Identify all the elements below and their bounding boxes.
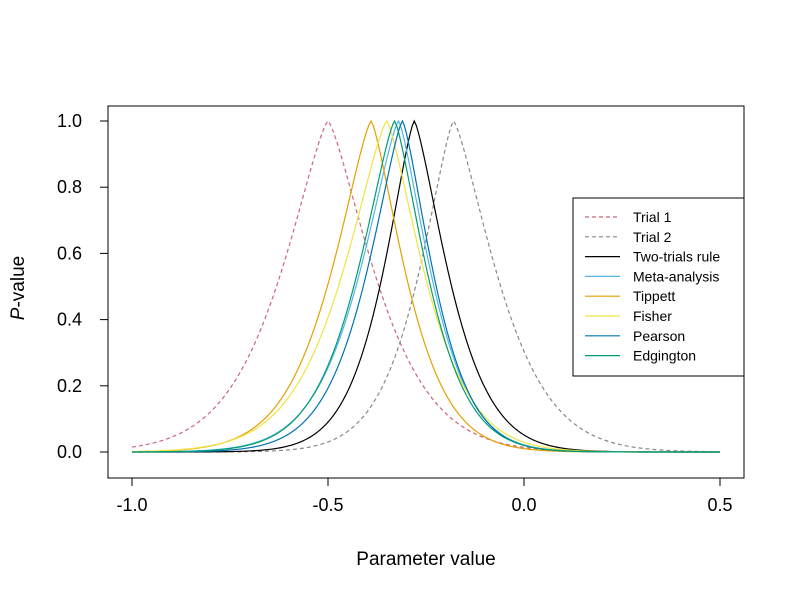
series-line-edgington bbox=[131, 119, 720, 453]
x-axis-title: Parameter value bbox=[356, 549, 495, 570]
legend-box bbox=[572, 197, 745, 377]
series-layer bbox=[131, 119, 721, 453]
y-axis-title-italic: P bbox=[8, 307, 29, 320]
y-tick-label: 1.0 bbox=[57, 111, 82, 131]
y-tick-label: 0.8 bbox=[57, 177, 82, 197]
legend-label: Tippett bbox=[633, 288, 675, 304]
legend-label: Trial 1 bbox=[633, 209, 672, 225]
legend-label: Edgington bbox=[633, 348, 696, 364]
legend-label: Pearson bbox=[633, 328, 685, 344]
y-axis-title: P-value bbox=[8, 256, 29, 320]
x-axis: -1.0 -0.5 0.0 0.5 bbox=[116, 477, 733, 515]
legend-label: Trial 2 bbox=[633, 229, 672, 245]
legend: Trial 1 Trial 2 Two-trials rule Meta-analys… bbox=[572, 197, 745, 377]
y-axis-title-rest: -value bbox=[8, 256, 29, 308]
y-tick-label: 0.4 bbox=[57, 310, 82, 330]
y-axis: 0.0 0.2 0.4 0.6 0.8 1.0 bbox=[57, 111, 109, 462]
legend-label: Two-trials rule bbox=[633, 249, 720, 265]
y-tick-label: 0.0 bbox=[57, 442, 82, 462]
x-tick-label: -0.5 bbox=[312, 495, 343, 515]
y-tick-label: 0.6 bbox=[57, 243, 82, 263]
y-tick-label: 0.2 bbox=[57, 376, 82, 396]
legend-label: Meta-analysis bbox=[633, 268, 719, 284]
x-tick-label: 0.0 bbox=[511, 495, 536, 515]
x-tick-label: 0.5 bbox=[707, 495, 732, 515]
x-tick-label: -1.0 bbox=[116, 495, 147, 515]
legend-label: Fisher bbox=[633, 308, 672, 324]
